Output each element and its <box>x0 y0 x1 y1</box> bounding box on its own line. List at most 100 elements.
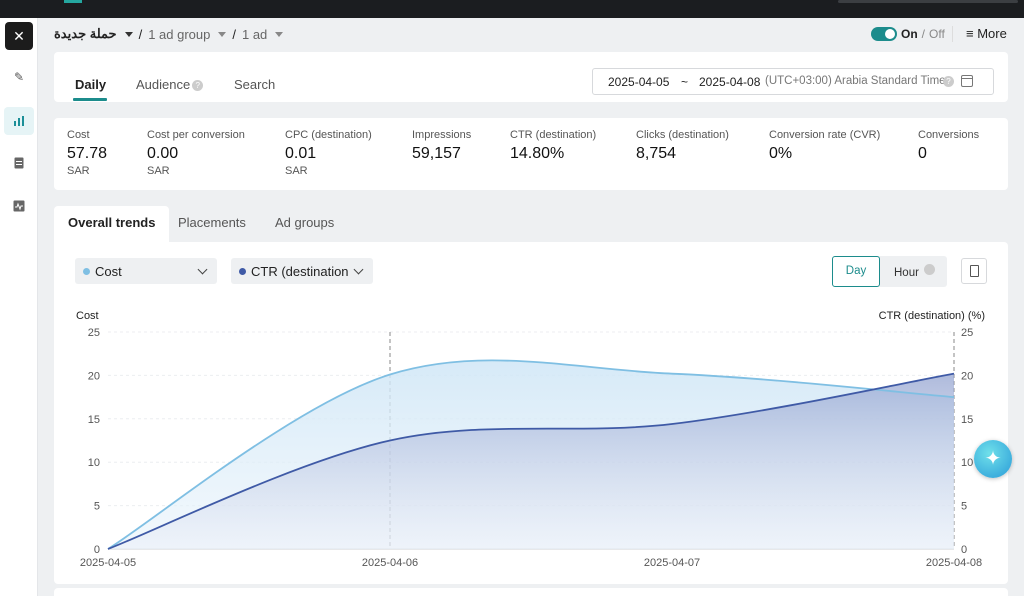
tab-ad-groups[interactable]: Ad groups <box>275 215 335 230</box>
y-tick-label-right: 5 <box>961 501 967 513</box>
date-end: 2025-04-08 <box>699 75 761 89</box>
metric-value: 0.00 <box>147 145 179 162</box>
breadcrumb-campaign[interactable]: حملة جديدة <box>54 26 117 41</box>
series-dot <box>239 268 246 275</box>
metrics-card: Cost 57.78 SAR Cost per conversion 0.00 … <box>54 118 1008 190</box>
sidebar: ✕ ✎ <box>0 18 38 596</box>
trend-chart: 0 0 5 5 10 10 15 15 20 20 25 25 Cost CTR (destination… <box>76 310 985 569</box>
metric1-select[interactable]: Cost <box>75 258 217 284</box>
x-tick-label: 2025-04-06 <box>362 557 418 569</box>
breadcrumb-ad-group[interactable]: 1 ad group <box>148 26 211 42</box>
toggle-off-label: Off <box>929 27 945 41</box>
tab-search[interactable]: Search <box>234 77 276 92</box>
metric-cpc: CPC (destination) 0.01 SAR <box>285 129 372 177</box>
metric-label: CPC (destination) <box>285 129 372 141</box>
hour-button-label: Hour <box>894 267 919 279</box>
bar-chart-icon[interactable] <box>4 107 34 135</box>
metric-cost: Cost 57.78 SAR <box>67 129 107 177</box>
tab-daily[interactable]: Daily <box>75 77 107 92</box>
toggle-sep-label: / <box>921 27 926 41</box>
chart-card: Cost CTR (destination Day Hour 0 0 5 5 10 10 1… <box>54 242 1008 584</box>
metric-label: Conversion rate (CVR) <box>769 129 881 141</box>
document-icon[interactable] <box>4 149 34 177</box>
metric-label: Cost per conversion <box>147 129 245 141</box>
more-button[interactable]: ≡ More <box>966 26 1007 41</box>
y-tick-label-left: 10 <box>88 457 100 469</box>
series-line-cost <box>107 359 955 550</box>
top-bar-search[interactable] <box>838 0 1018 3</box>
export-button[interactable] <box>961 258 987 284</box>
date-range-picker[interactable]: 2025-04-05 ~ 2025-04-08 (UTC+03:00) Arab… <box>592 68 994 95</box>
metric-label: Clicks (destination) <box>636 129 729 141</box>
metric-label: Impressions <box>412 129 472 141</box>
report-tabs-card: Daily Audience? Search 2025-04-05 ~ 2025… <box>54 52 1008 102</box>
metric-clicks: Clicks (destination) 8,754 <box>636 129 729 165</box>
metric-value: 0% <box>769 145 793 162</box>
top-bar-accent <box>64 0 82 3</box>
help-icon[interactable]: ? <box>943 76 954 87</box>
metric-label: Conversions <box>918 129 980 141</box>
series-dot <box>83 268 90 275</box>
y-tick-label-left: 15 <box>88 414 100 426</box>
assistant-sparkle-icon[interactable]: ✦ <box>974 440 1012 478</box>
y-tick-label-right: 25 <box>961 327 973 339</box>
granularity-toggle: Day Hour <box>832 256 947 287</box>
chevron-down-icon[interactable] <box>124 31 133 37</box>
edit-icon[interactable]: ✎ <box>13 70 25 84</box>
timezone-label: (UTC+03:00) Arabia Standard Time <box>765 75 946 87</box>
breadcrumb-separator: / <box>232 26 236 42</box>
x-tick-label: 2025-04-07 <box>644 557 700 569</box>
y-tick-label-right: 10 <box>961 457 973 469</box>
y-tick-label-left: 5 <box>94 501 100 513</box>
metric-cost-per-conversion: Cost per conversion 0.00 SAR <box>147 129 245 177</box>
breadcrumb-separator: / <box>138 26 143 42</box>
metric-value: 0.01 <box>285 145 317 162</box>
y-tick-label-left: 20 <box>88 370 100 382</box>
metric-ctr: CTR (destination) 14.80% <box>510 129 596 165</box>
metric-unit: SAR <box>67 165 90 177</box>
close-icon[interactable]: ✕ <box>5 22 33 50</box>
chevron-down-icon[interactable] <box>218 31 227 37</box>
metric-unit: SAR <box>147 165 170 177</box>
area-ctr <box>108 373 954 549</box>
y-tick-label-right: 15 <box>961 414 973 426</box>
status-toggle[interactable] <box>871 27 897 41</box>
day-button[interactable]: Day <box>832 256 880 287</box>
status-toggle-group: On / Off <box>871 27 945 41</box>
bottom-card <box>54 588 1008 596</box>
metric2-select-label: CTR (destination <box>251 264 349 279</box>
metric-unit: SAR <box>285 165 308 177</box>
metric-value: 0 <box>918 145 927 162</box>
tab-audience-label: Audience <box>136 77 191 92</box>
y-tick-label-left: 25 <box>88 327 100 339</box>
y-axis-label-right: CTR (destination) (%) <box>879 310 985 322</box>
tab-overall-trends[interactable]: Overall trends <box>54 206 170 242</box>
series-line-ctr <box>107 372 955 550</box>
y-tick-label-right: 0 <box>961 544 967 556</box>
metric2-select[interactable]: CTR (destination <box>231 258 373 284</box>
calendar-icon[interactable] <box>961 75 973 87</box>
metric-value: 57.78 <box>67 145 108 162</box>
metric-impressions: Impressions 59,157 <box>412 129 471 165</box>
top-bar <box>0 0 1024 18</box>
active-tab-indicator <box>73 98 107 101</box>
export-icon <box>970 265 979 277</box>
date-start: 2025-04-05 <box>608 75 670 89</box>
breadcrumb: حملة جديدة / 1 ad group / 1 ad <box>54 26 284 42</box>
x-tick-label: 2025-04-08 <box>926 557 982 569</box>
help-icon[interactable]: ? <box>192 80 204 91</box>
help-icon[interactable] <box>924 264 936 275</box>
breadcrumb-ad[interactable]: 1 ad <box>241 26 268 42</box>
metric-label: CTR (destination) <box>510 129 597 141</box>
metric-value: 14.80% <box>510 145 565 162</box>
hour-button[interactable]: Hour <box>894 264 936 279</box>
divider <box>952 26 953 42</box>
chevron-down-icon[interactable] <box>275 31 284 37</box>
activity-icon[interactable] <box>4 192 34 220</box>
tab-audience[interactable]: Audience? <box>136 77 204 92</box>
date-separator: ~ <box>681 75 689 89</box>
metric-cvr: Conversion rate (CVR) 0% <box>769 129 880 165</box>
metric1-select-label: Cost <box>95 264 122 279</box>
toggle-on-label: On <box>901 27 918 41</box>
tab-placements[interactable]: Placements <box>178 215 246 230</box>
